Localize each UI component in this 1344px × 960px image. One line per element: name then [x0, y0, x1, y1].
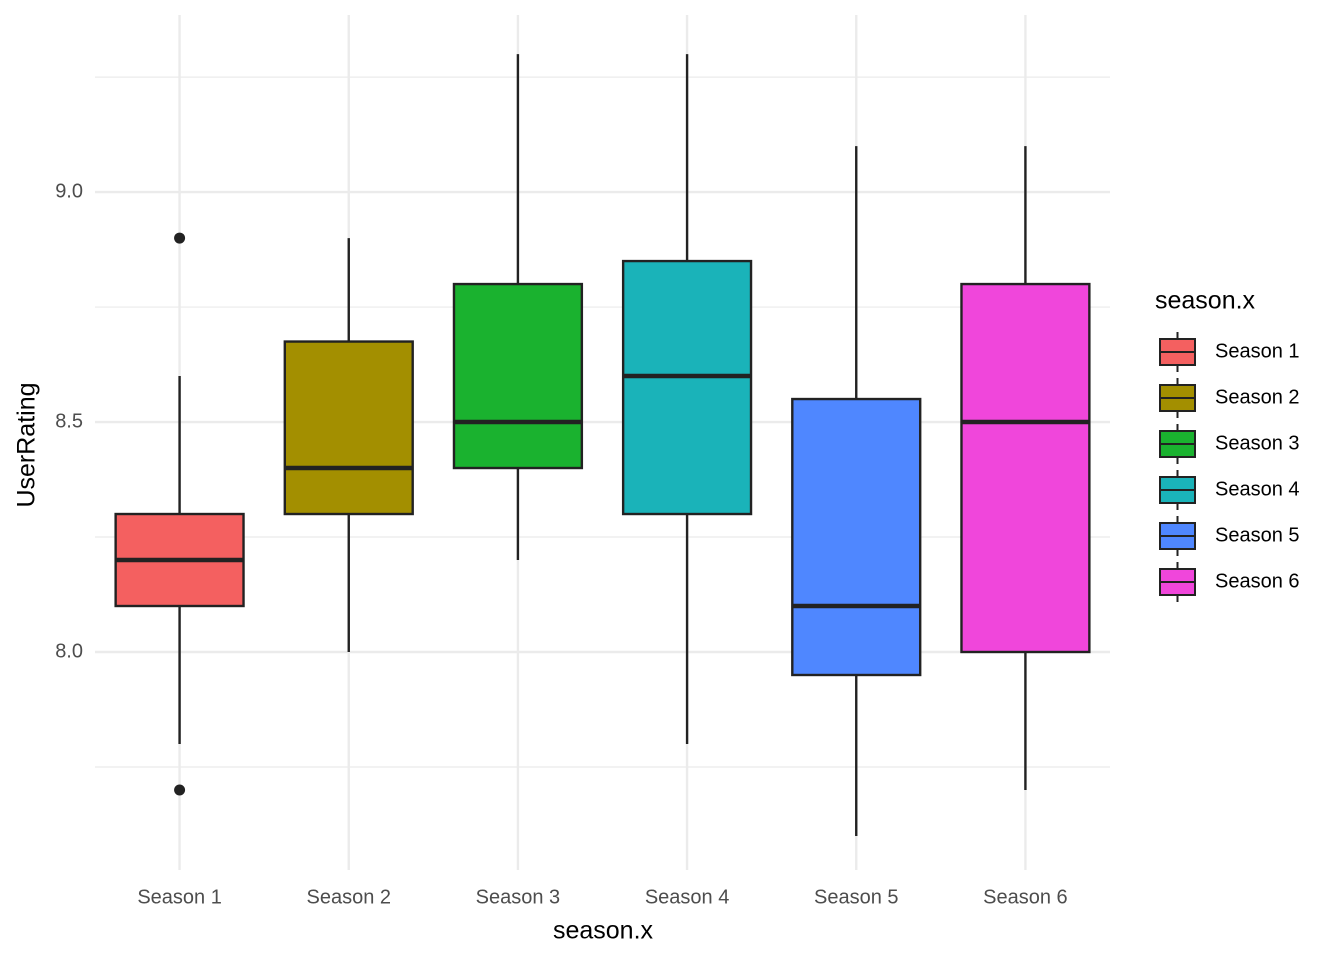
y-tick-label: 9.0: [55, 180, 83, 202]
x-tick-label: Season 6: [983, 886, 1068, 908]
legend-label: Season 4: [1215, 478, 1300, 500]
box: [283, 340, 414, 516]
legend-label: Season 6: [1215, 570, 1300, 592]
box: [621, 259, 753, 516]
box: [960, 282, 1091, 654]
box: [791, 397, 922, 677]
x-tick-label: Season 3: [476, 886, 561, 908]
y-axis-title: UserRating: [13, 382, 41, 507]
outlier: [174, 784, 186, 796]
x-tick-label: Season 2: [306, 886, 391, 908]
legend-label: Season 3: [1215, 432, 1300, 454]
legend-title: season.x: [1155, 287, 1256, 315]
x-tick-label: Season 5: [814, 886, 899, 908]
outlier: [174, 232, 186, 244]
legend-label: Season 2: [1215, 386, 1300, 408]
y-tick-label: 8.5: [55, 410, 83, 432]
x-axis-title: season.x: [553, 917, 654, 945]
x-tick-label: Season 4: [645, 886, 730, 908]
legend-label: Season 1: [1215, 340, 1300, 362]
box: [452, 282, 584, 470]
x-tick-label: Season 1: [137, 886, 222, 908]
y-tick-label: 8.0: [55, 640, 83, 662]
legend-label: Season 5: [1215, 524, 1300, 546]
